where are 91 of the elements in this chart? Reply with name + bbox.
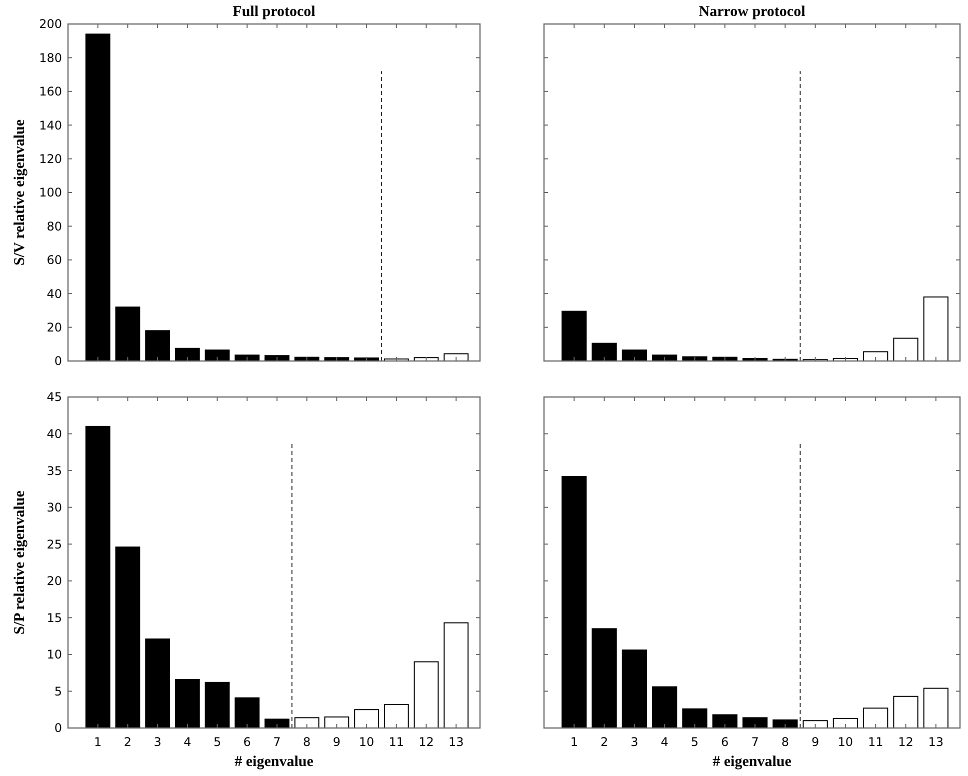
y-tick-label: 40 (46, 426, 62, 441)
bar (115, 546, 140, 728)
y-tick-label: 20 (46, 574, 62, 588)
x-tick-label: 9 (332, 735, 341, 749)
x-tick-label: 3 (154, 735, 162, 749)
bar (354, 709, 379, 728)
x-axis-title: # eigenvalue (712, 754, 792, 770)
y-tick-label: 40 (46, 286, 62, 301)
y-tick-label: 10 (46, 648, 62, 662)
y-tick-label: 180 (39, 50, 62, 65)
bar (863, 708, 888, 728)
x-tick-label: 12 (418, 735, 434, 749)
x-tick-label: 6 (243, 735, 251, 749)
x-tick-label: 2 (600, 735, 608, 749)
bar (444, 622, 469, 728)
bar (234, 697, 260, 728)
bar (712, 714, 738, 728)
bar (85, 426, 110, 728)
x-tick-label: 1 (94, 735, 102, 749)
x-tick-label: 3 (630, 735, 638, 749)
bar (145, 638, 170, 728)
bar (414, 661, 439, 728)
y-tick-label: 5 (54, 684, 62, 698)
bar (562, 476, 587, 728)
bar (832, 718, 858, 728)
bar (893, 696, 918, 728)
bar (562, 310, 587, 362)
bar (204, 682, 230, 728)
y-tick-label: 35 (46, 464, 62, 478)
bar (294, 717, 320, 728)
y-tick-label: 30 (46, 500, 62, 515)
bar (742, 717, 768, 728)
chart-title: Narrow protocol (698, 4, 806, 20)
y-tick-label: 0 (54, 354, 62, 368)
bar (115, 306, 140, 362)
bar (234, 354, 260, 362)
x-tick-label: 10 (358, 735, 374, 749)
x-tick-label: 11 (868, 735, 884, 749)
y-tick-label: 20 (46, 320, 62, 334)
bar (174, 678, 200, 728)
x-tick-label: 5 (213, 735, 222, 749)
x-tick-label: 12 (898, 735, 914, 749)
x-tick-label: 10 (838, 735, 854, 749)
bar (893, 338, 918, 362)
bar (802, 720, 828, 728)
x-tick-label: 7 (273, 735, 281, 749)
bar (85, 34, 110, 362)
bar (174, 348, 200, 362)
y-axis-title: S/P relative eigenvalue (12, 490, 28, 634)
x-tick-label: 13 (448, 735, 464, 749)
x-tick-label: 1 (570, 735, 578, 749)
x-tick-label: 7 (751, 735, 759, 749)
y-tick-label: 80 (46, 219, 62, 234)
x-tick-label: 9 (811, 735, 820, 749)
y-tick-label: 15 (46, 610, 62, 625)
y-axis-title: S/V relative eigenvalue (12, 119, 28, 266)
x-tick-label: 5 (690, 735, 699, 749)
y-tick-label: 45 (46, 390, 62, 404)
bar (592, 342, 617, 362)
y-tick-label: 140 (39, 118, 62, 132)
y-tick-label: 0 (54, 721, 62, 736)
y-tick-label: 60 (46, 253, 62, 268)
bar (682, 708, 708, 728)
bar (622, 350, 647, 362)
bar (145, 330, 170, 362)
chart-title: Full protocol (232, 4, 316, 20)
bar (592, 628, 617, 728)
bar (923, 296, 948, 362)
bar (264, 718, 290, 728)
x-tick-label: 8 (781, 735, 789, 749)
bar (384, 704, 409, 728)
x-tick-label: 6 (721, 735, 729, 749)
bar (652, 686, 678, 728)
x-tick-label: 4 (660, 735, 668, 749)
x-tick-label: 4 (184, 735, 192, 749)
bar (923, 688, 948, 728)
x-tick-label: 2 (124, 735, 132, 749)
bar (324, 716, 350, 728)
x-axis-title: # eigenvalue (234, 754, 314, 770)
x-tick-label: 8 (303, 735, 311, 749)
bar (204, 350, 230, 362)
bar (772, 719, 798, 728)
y-tick-label: 100 (39, 186, 62, 200)
bar (622, 650, 647, 728)
bar (863, 351, 888, 362)
y-tick-label: 120 (39, 152, 62, 166)
x-tick-label: 11 (388, 735, 404, 749)
y-tick-label: 200 (39, 17, 62, 32)
x-tick-label: 13 (928, 735, 944, 749)
y-tick-label: 160 (39, 84, 62, 99)
y-tick-label: 25 (46, 537, 62, 552)
